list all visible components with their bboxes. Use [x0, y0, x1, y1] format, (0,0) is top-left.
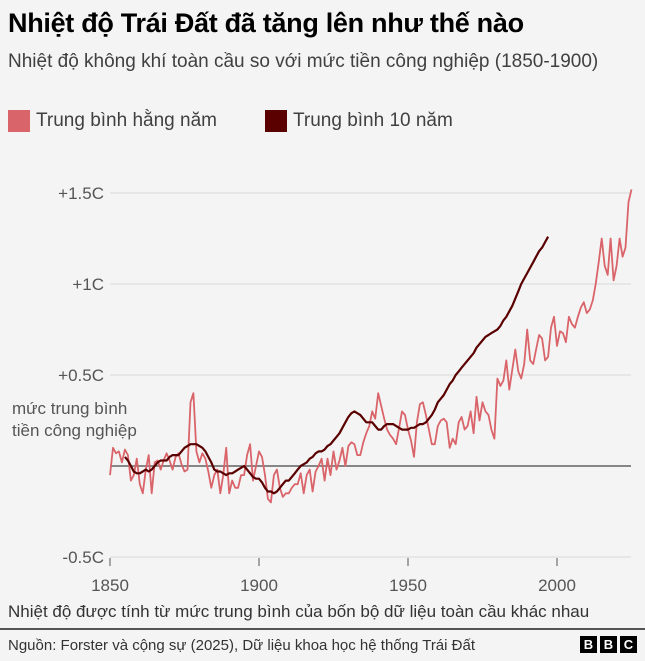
y-tick-label: +1.5C — [58, 184, 104, 203]
bbc-logo-letter: C — [620, 636, 637, 653]
legend-label-decadal: Trung bình 10 năm — [292, 110, 453, 131]
baseline-annotation-line2: tiền công nghiệp — [12, 421, 137, 440]
ten-year-average-line — [124, 236, 550, 495]
legend: Trung bình hằng năm Trung bình 10 năm — [8, 110, 501, 132]
footnote: Nhiệt độ được tính từ mức trung bình của… — [8, 602, 590, 621]
legend-item-decadal: Trung bình 10 năm — [264, 110, 453, 132]
chart-title: Nhiệt độ Trái Đất đã tăng lên như thế nà… — [8, 8, 524, 38]
x-tick-label: 1900 — [240, 576, 278, 595]
chart-subtitle: Nhiệt độ không khí toàn cầu so với mức t… — [8, 51, 599, 72]
y-tick-label: +0.5C — [58, 366, 104, 385]
y-tick-label: -0.5C — [62, 548, 104, 567]
legend-swatch-decadal — [264, 110, 287, 132]
source-text: Nguồn: Forster và cộng sự (2025), Dữ liệ… — [8, 637, 475, 654]
annual-average-line — [109, 189, 633, 504]
x-tick-label: 1950 — [389, 576, 427, 595]
footer-divider — [0, 628, 645, 630]
y-axis-labels: -0.5C +0.5C +1C +1.5C — [58, 184, 104, 567]
bbc-logo: B B C — [580, 636, 637, 653]
bbc-logo-letter: B — [580, 636, 597, 653]
gridlines — [110, 192, 631, 558]
legend-label-annual: Trung bình hằng năm — [36, 110, 217, 131]
line-chart: -0.5C +0.5C +1C +1.5C 1850 1900 1950 2000 mức … — [12, 184, 633, 595]
legend-item-annual: Trung bình hằng năm — [8, 110, 217, 132]
bbc-logo-letter: B — [600, 636, 617, 653]
x-tick-label: 2000 — [538, 576, 576, 595]
legend-swatch-annual — [8, 110, 30, 132]
x-tick-label: 1850 — [91, 576, 129, 595]
baseline-annotation-line1: mức trung bình — [12, 399, 127, 418]
y-tick-label: +1C — [72, 275, 104, 294]
x-axis: 1850 1900 1950 2000 — [91, 558, 576, 595]
